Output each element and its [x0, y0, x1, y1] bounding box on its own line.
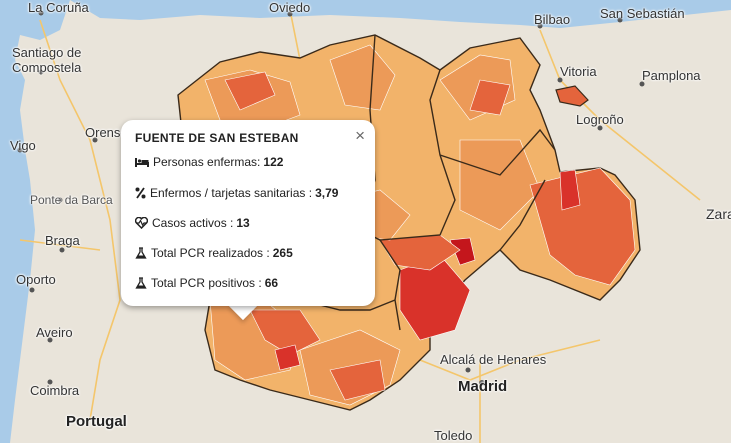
- label-vitoria: Vitoria: [560, 64, 597, 79]
- label-pamplona: Pamplona: [642, 68, 701, 83]
- stat-label: Enfermos / tarjetas sanitarias :: [150, 186, 313, 200]
- stat-pcr-positivos: Total PCR positivos :66: [135, 276, 278, 290]
- city-markers: [17, 10, 645, 386]
- atlantic-ocean: [0, 0, 70, 443]
- stat-ratio: Enfermos / tarjetas sanitarias :3,79: [135, 186, 338, 200]
- stat-label: Casos activos :: [152, 216, 234, 230]
- stat-personas-enfermas: Personas enfermas: 122: [135, 155, 283, 169]
- stat-value: 13: [236, 216, 250, 230]
- stat-value: 3,79: [315, 186, 339, 200]
- label-santiago: Santiago de Compostela: [12, 45, 82, 75]
- label-la-coruna: La Coruña: [28, 0, 89, 15]
- stat-pcr-realizados: Total PCR realizados :265: [135, 246, 293, 260]
- stat-value: 265: [272, 246, 293, 260]
- flask-icon: [135, 277, 147, 289]
- label-logrono: Logroño: [576, 112, 624, 127]
- label-braga: Braga: [45, 233, 80, 248]
- label-vigo: Vigo: [10, 138, 36, 153]
- flask-icon: [135, 247, 147, 259]
- roads: [19, 9, 701, 443]
- label-bilbao: Bilbao: [534, 12, 571, 27]
- stat-label: Personas enfermas:: [153, 155, 261, 169]
- stat-casos-activos: Casos activos :13: [135, 216, 250, 230]
- label-portugal: Portugal: [66, 413, 127, 430]
- bed-icon: [135, 158, 149, 167]
- heartbeat-icon: [135, 217, 148, 229]
- stat-label: Total PCR positivos :: [151, 276, 262, 290]
- stat-label: Total PCR realizados :: [151, 246, 270, 260]
- district-trevino[interactable]: [555, 85, 589, 107]
- label-ponte-da-barca: Ponte da Barca: [30, 193, 113, 207]
- label-madrid: Madrid: [458, 378, 508, 395]
- label-san-sebastian: San Sebastián: [600, 6, 685, 21]
- close-icon[interactable]: ×: [355, 126, 365, 145]
- label-alcala: Alcalá de Henares: [440, 352, 547, 367]
- popup-title: FUENTE DE SAN ESTEBAN: [135, 131, 299, 145]
- label-zara: Zara: [706, 206, 731, 222]
- info-popup: FUENTE DE SAN ESTEBAN × Personas enferma…: [121, 120, 375, 306]
- stat-value: 66: [264, 276, 279, 290]
- label-oporto: Oporto: [16, 272, 56, 287]
- label-coimbra: Coimbra: [30, 383, 80, 398]
- label-aveiro: Aveiro: [36, 325, 73, 340]
- percent-icon: [135, 187, 146, 199]
- cantabrian-sea: [70, 0, 731, 28]
- label-oviedo: Oviedo: [269, 0, 311, 15]
- label-orense: Orense: [85, 125, 128, 140]
- stat-value: 122: [263, 155, 284, 169]
- label-toledo: Toledo: [434, 428, 473, 443]
